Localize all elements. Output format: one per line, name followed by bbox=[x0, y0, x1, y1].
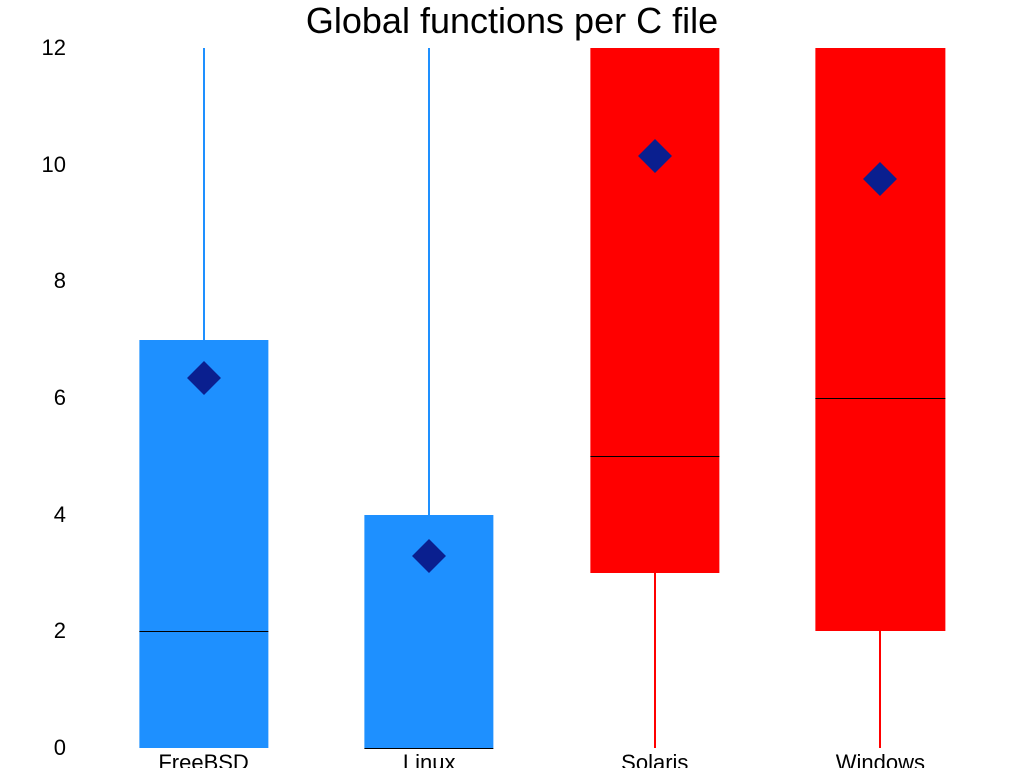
box-median bbox=[590, 456, 719, 457]
y-tick-label: 10 bbox=[42, 152, 72, 178]
y-tick-label: 4 bbox=[54, 502, 72, 528]
box-median bbox=[816, 398, 945, 399]
box-body bbox=[139, 340, 268, 748]
x-tick-label: FreeBSD bbox=[158, 748, 248, 768]
x-tick-label: Windows bbox=[836, 748, 925, 768]
y-tick-label: 0 bbox=[54, 735, 72, 761]
box-median bbox=[139, 631, 268, 632]
x-tick-label: Linux bbox=[403, 748, 456, 768]
y-tick-label: 8 bbox=[54, 268, 72, 294]
y-tick-label: 12 bbox=[42, 35, 72, 61]
chart-container: Global functions per C file 024681012Fre… bbox=[0, 0, 1024, 768]
chart-title: Global functions per C file bbox=[0, 0, 1024, 42]
box-body bbox=[590, 48, 719, 573]
plot-area: 024681012FreeBSDLinuxSolarisWindows bbox=[72, 48, 1012, 748]
y-tick-label: 6 bbox=[54, 385, 72, 411]
y-tick-label: 2 bbox=[54, 618, 72, 644]
box-body bbox=[816, 48, 945, 631]
x-tick-label: Solaris bbox=[621, 748, 688, 768]
